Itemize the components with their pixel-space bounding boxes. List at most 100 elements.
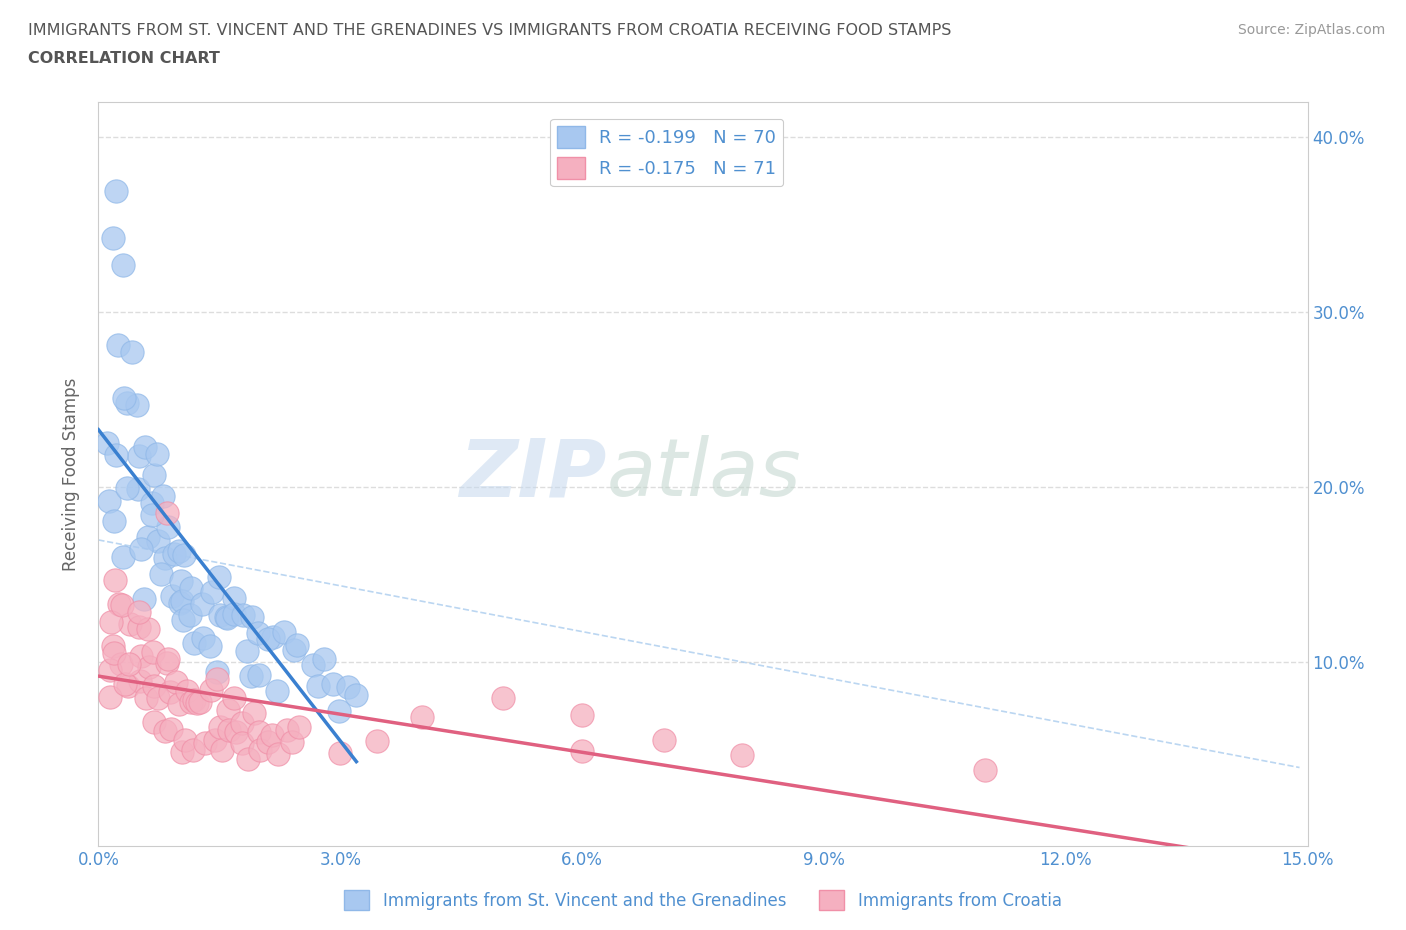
- Point: [117, 679, 139, 694]
- Point: [288, 720, 311, 735]
- Point: [240, 609, 263, 624]
- Point: [191, 631, 214, 645]
- Point: [114, 676, 136, 691]
- Point: [142, 468, 165, 483]
- Point: [411, 710, 433, 724]
- Point: [204, 733, 226, 748]
- Legend: Immigrants from St. Vincent and the Grenadines, Immigrants from Croatia: Immigrants from St. Vincent and the Gren…: [337, 884, 1069, 917]
- Point: [170, 593, 193, 608]
- Point: [115, 395, 138, 410]
- Point: [136, 622, 159, 637]
- Point: [329, 746, 352, 761]
- Point: [163, 547, 186, 562]
- Point: [112, 391, 135, 405]
- Point: [156, 505, 179, 520]
- Point: [159, 684, 181, 699]
- Point: [283, 643, 305, 658]
- Point: [262, 728, 284, 743]
- Point: [267, 747, 290, 762]
- Point: [108, 597, 131, 612]
- Point: [180, 695, 202, 710]
- Point: [132, 591, 155, 606]
- Point: [191, 597, 214, 612]
- Point: [183, 693, 205, 708]
- Point: [128, 449, 150, 464]
- Point: [125, 397, 148, 412]
- Point: [146, 691, 169, 706]
- Point: [257, 631, 280, 646]
- Point: [366, 733, 388, 748]
- Point: [141, 496, 163, 511]
- Point: [173, 548, 195, 563]
- Point: [285, 637, 308, 652]
- Point: [280, 735, 302, 750]
- Text: atlas: atlas: [606, 435, 801, 513]
- Point: [128, 604, 150, 619]
- Point: [101, 231, 124, 246]
- Point: [118, 617, 141, 631]
- Point: [200, 638, 222, 653]
- Text: CORRELATION CHART: CORRELATION CHART: [28, 51, 219, 66]
- Point: [200, 683, 222, 698]
- Point: [492, 690, 515, 705]
- Point: [112, 550, 135, 565]
- Point: [160, 589, 183, 604]
- Point: [247, 667, 270, 682]
- Point: [107, 338, 129, 352]
- Point: [156, 652, 179, 667]
- Point: [165, 674, 187, 689]
- Point: [235, 643, 257, 658]
- Point: [101, 639, 124, 654]
- Point: [571, 708, 593, 723]
- Point: [142, 678, 165, 693]
- Legend: R = -0.199   N = 70, R = -0.175   N = 71: R = -0.199 N = 70, R = -0.175 N = 71: [550, 119, 783, 186]
- Point: [571, 743, 593, 758]
- Point: [134, 439, 156, 454]
- Point: [308, 678, 330, 693]
- Point: [174, 733, 197, 748]
- Point: [98, 690, 121, 705]
- Point: [111, 598, 134, 613]
- Point: [135, 691, 157, 706]
- Y-axis label: Receiving Food Stamps: Receiving Food Stamps: [62, 378, 80, 571]
- Point: [328, 703, 350, 718]
- Point: [172, 612, 194, 627]
- Point: [128, 620, 150, 635]
- Point: [273, 624, 295, 639]
- Point: [115, 481, 138, 496]
- Point: [215, 609, 238, 624]
- Point: [97, 494, 120, 509]
- Point: [224, 690, 246, 705]
- Point: [231, 736, 253, 751]
- Point: [105, 447, 128, 462]
- Point: [225, 724, 247, 739]
- Point: [103, 514, 125, 529]
- Point: [98, 663, 121, 678]
- Point: [169, 574, 191, 589]
- Point: [217, 611, 239, 626]
- Point: [238, 751, 260, 766]
- Point: [208, 607, 231, 622]
- Text: Source: ZipAtlas.com: Source: ZipAtlas.com: [1237, 23, 1385, 37]
- Point: [731, 748, 754, 763]
- Text: IMMIGRANTS FROM ST. VINCENT AND THE GRENADINES VS IMMIGRANTS FROM CROATIA RECEIV: IMMIGRANTS FROM ST. VINCENT AND THE GREN…: [28, 23, 952, 38]
- Point: [96, 436, 118, 451]
- Point: [218, 723, 240, 737]
- Point: [201, 585, 224, 600]
- Point: [249, 743, 271, 758]
- Point: [169, 543, 191, 558]
- Point: [262, 629, 284, 644]
- Point: [266, 684, 288, 698]
- Point: [157, 519, 180, 534]
- Point: [181, 743, 204, 758]
- Point: [155, 724, 177, 738]
- Point: [118, 657, 141, 671]
- Point: [222, 607, 245, 622]
- Point: [141, 508, 163, 523]
- Point: [211, 742, 233, 757]
- Point: [322, 677, 344, 692]
- Point: [169, 595, 191, 610]
- Point: [231, 716, 253, 731]
- Point: [127, 482, 149, 497]
- Point: [222, 591, 245, 605]
